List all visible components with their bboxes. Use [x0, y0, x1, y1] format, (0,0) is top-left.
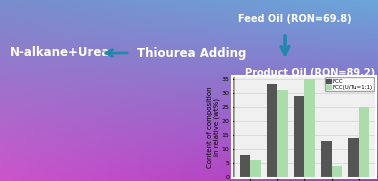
- Bar: [359, 107, 369, 177]
- Text: Product Oil (RON=89.2): Product Oil (RON=89.2): [245, 68, 375, 78]
- Bar: [349, 138, 359, 177]
- Bar: [250, 161, 260, 177]
- Bar: [304, 79, 315, 177]
- Bar: [321, 141, 332, 177]
- Bar: [277, 90, 288, 177]
- Text: Thiourea Adding: Thiourea Adding: [137, 47, 247, 60]
- Bar: [294, 96, 304, 177]
- Bar: [332, 166, 342, 177]
- Bar: [267, 85, 277, 177]
- Text: Feed Oil (RON=69.8): Feed Oil (RON=69.8): [238, 14, 352, 24]
- Bar: [240, 155, 250, 177]
- Legend: FCC, FCC(U/Tu=1:1): FCC, FCC(U/Tu=1:1): [325, 77, 374, 91]
- Y-axis label: Content of composition
in relative (wt%): Content of composition in relative (wt%): [207, 86, 220, 167]
- Text: N-alkane+Urea: N-alkane+Urea: [10, 47, 110, 60]
